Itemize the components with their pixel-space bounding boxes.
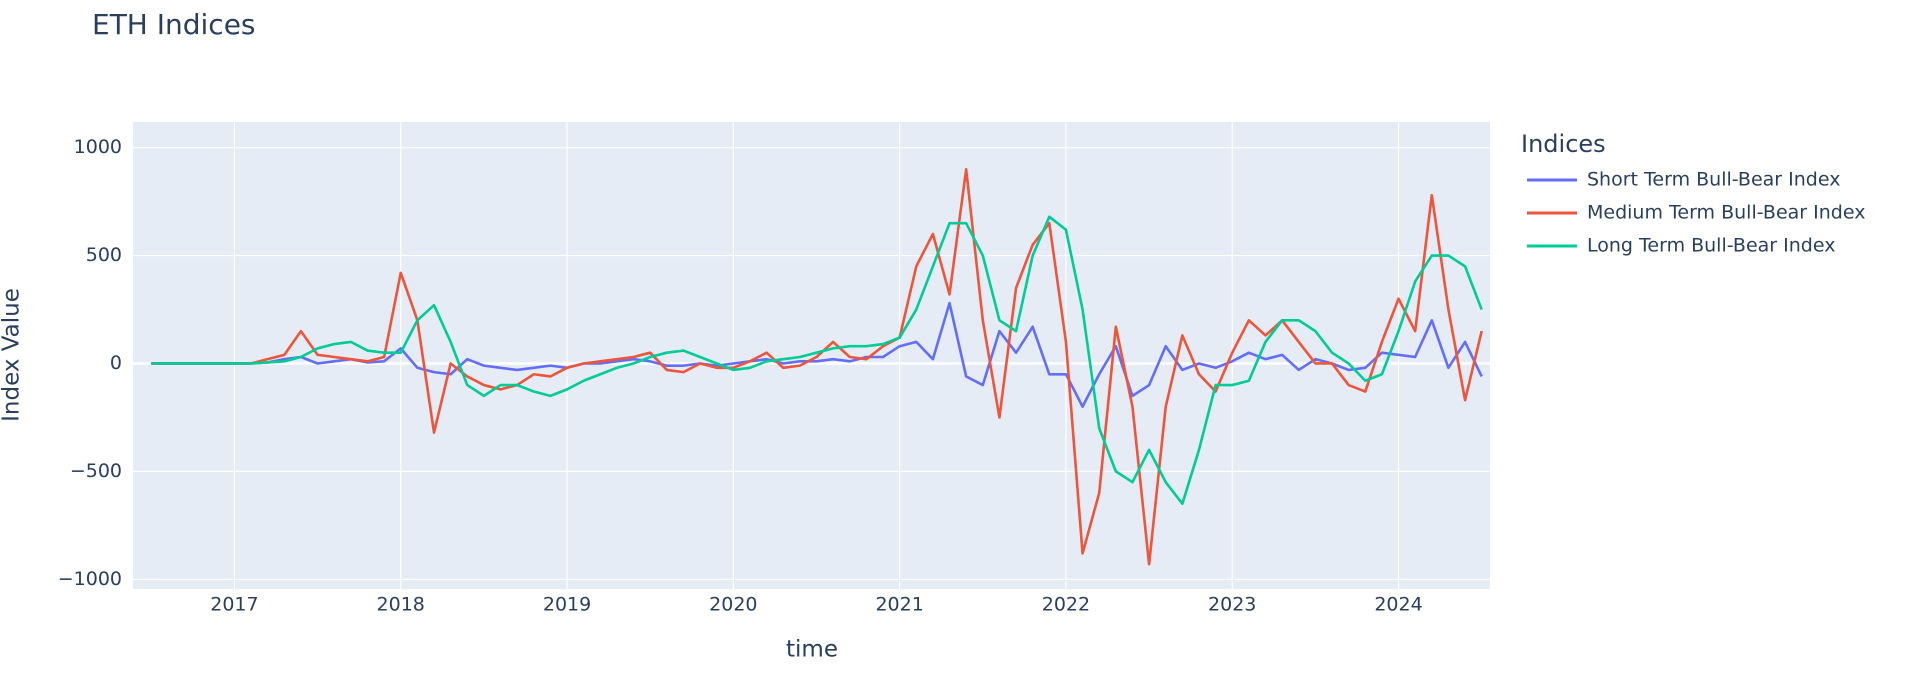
x-tick-label: 2020 [709,594,757,616]
legend-label: Medium Term Bull-Bear Index [1587,202,1865,224]
y-axis-label: Index Value [0,288,25,422]
x-tick-label: 2021 [875,594,923,616]
series-line [151,215,1483,506]
legend-label: Long Term Bull-Bear Index [1587,235,1835,257]
x-tick-label: 2018 [377,594,425,616]
lines [151,167,1483,566]
plot-area [133,122,1490,589]
y-tick-label: 500 [86,244,122,266]
legend-label: Short Term Bull-Bear Index [1587,169,1840,191]
y-tick-label: −500 [70,460,122,482]
x-tick-label: 2017 [210,594,258,616]
chart-title: ETH Indices [92,8,256,41]
y-tick-label: 0 [110,352,122,374]
y-tick-label: 1000 [74,136,122,158]
x-tick-label: 2022 [1042,594,1090,616]
x-tick-label: 2023 [1208,594,1256,616]
legend-title: Indices [1521,130,1606,158]
x-tick-label: 2024 [1374,594,1422,616]
legend: Short Term Bull-Bear Index Medium Term Bu… [1527,169,1865,257]
x-axis-label: time [786,637,838,663]
x-tick-label: 2019 [543,594,591,616]
series-line [151,167,1483,566]
y-tick-label: −1000 [58,568,122,590]
